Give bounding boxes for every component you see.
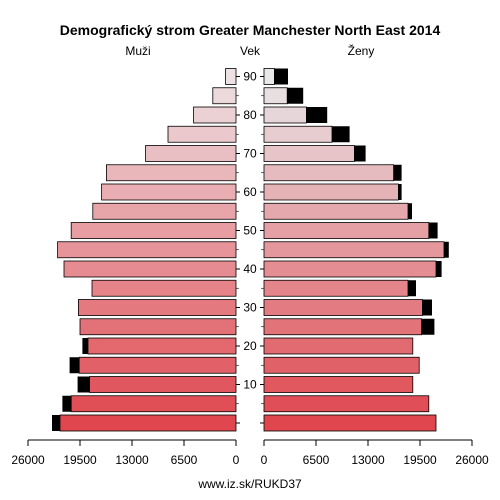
- female-bars: [263, 68, 449, 432]
- female-excess-30-34: [422, 299, 432, 316]
- right-series-label: Ženy: [348, 43, 375, 58]
- male-x-tick-label: 13000: [115, 453, 149, 467]
- male-excess-0-4: [52, 415, 60, 431]
- male-bar-5-9: [70, 395, 237, 413]
- female-bar-50-54: [263, 222, 430, 239]
- female-bar-80-84: [263, 106, 307, 124]
- male-bar-30-34: [78, 299, 237, 316]
- male-bar-45-49: [57, 241, 237, 259]
- age-axis: 90 80 70 60 50 40 30 20 10: [236, 70, 264, 424]
- male-bar-40-44: [63, 260, 237, 278]
- female-bar-10-14: [263, 376, 414, 393]
- male-bar-55-59: [92, 202, 237, 220]
- male-bar-70-74: [145, 145, 237, 162]
- female-bar-15-19: [263, 356, 420, 374]
- age-axis-label: Vek: [240, 44, 261, 58]
- female-excess-25-29: [421, 318, 435, 335]
- male-excess-15-19: [69, 357, 80, 374]
- male-bar-35-39: [91, 279, 237, 297]
- source-label: www.iz.sk/RUKD37: [197, 477, 302, 491]
- male-bar-80-84: [193, 106, 237, 124]
- female-bar-60-64: [263, 183, 399, 201]
- male-x-tick-label: 0: [233, 453, 240, 467]
- female-x-tick-label: 0: [261, 453, 268, 467]
- male-bar-25-29: [79, 318, 237, 336]
- female-excess-90+: [274, 68, 288, 85]
- male-bar-10-14: [89, 376, 237, 393]
- male-x-tick-label: 6500: [171, 453, 198, 467]
- female-bar-20-24: [263, 337, 414, 355]
- female-excess-35-39: [408, 280, 416, 297]
- male-excess-20-24: [82, 338, 88, 354]
- age-tick-label: 60: [243, 185, 257, 199]
- male-bar-75-79: [167, 125, 237, 143]
- female-excess-60-64: [398, 184, 402, 200]
- male-bar-85-89: [212, 87, 237, 105]
- female-x-axis: 0 6500 13000 19500 26000: [261, 439, 489, 467]
- age-tick-label: 20: [243, 339, 257, 353]
- male-x-axis: 26000 19500 13000 6500 0: [11, 439, 240, 467]
- female-excess-55-59: [408, 203, 412, 220]
- left-series-label: Muži: [125, 44, 150, 58]
- female-bar-5-9: [263, 395, 430, 413]
- male-x-tick-label: 26000: [11, 453, 45, 467]
- male-bar-0-4: [59, 414, 237, 432]
- female-excess-80-84: [306, 107, 328, 123]
- female-bar-70-74: [263, 145, 355, 162]
- female-bar-90+: [263, 68, 275, 85]
- female-x-tick-label: 26000: [455, 453, 489, 467]
- male-excess-10-14: [77, 376, 90, 393]
- female-bar-75-79: [263, 125, 333, 143]
- female-excess-45-49: [444, 241, 449, 258]
- chart-title: Demografický strom Greater Manchester No…: [60, 22, 441, 38]
- age-tick-label: 80: [243, 108, 257, 122]
- female-x-tick-label: 19500: [403, 453, 437, 467]
- age-tick-label: 40: [243, 262, 257, 276]
- female-bar-25-29: [263, 318, 423, 336]
- male-x-tick-label: 19500: [63, 453, 97, 467]
- female-x-tick-label: 13000: [351, 453, 385, 467]
- female-bar-85-89: [263, 87, 288, 105]
- female-bar-0-4: [263, 414, 437, 432]
- male-excess-5-9: [62, 395, 72, 412]
- female-excess-85-89: [287, 87, 304, 104]
- male-bar-60-64: [101, 183, 237, 201]
- female-bar-45-49: [263, 241, 445, 259]
- age-tick-label: 30: [243, 301, 257, 315]
- female-bar-55-59: [263, 202, 409, 220]
- age-tick-label: 10: [243, 378, 257, 392]
- female-bar-65-69: [263, 164, 395, 182]
- female-excess-75-79: [332, 126, 350, 143]
- female-bar-35-39: [263, 279, 409, 297]
- female-excess-50-54: [428, 222, 438, 239]
- male-bar-15-19: [78, 356, 237, 374]
- female-x-tick-label: 6500: [303, 453, 330, 467]
- male-bar-50-54: [70, 222, 237, 239]
- age-tick-label: 50: [243, 224, 257, 238]
- female-excess-40-44: [436, 261, 442, 277]
- female-bar-30-34: [263, 299, 423, 316]
- male-bar-20-24: [87, 337, 237, 355]
- age-tick-label: 70: [243, 147, 257, 161]
- male-bar-65-69: [106, 164, 237, 182]
- female-bar-40-44: [263, 260, 437, 278]
- age-tick-label: 90: [243, 70, 257, 84]
- male-bar-90+: [225, 68, 237, 85]
- female-excess-65-69: [393, 164, 402, 181]
- female-excess-70-74: [354, 145, 366, 162]
- male-bars: [52, 68, 237, 432]
